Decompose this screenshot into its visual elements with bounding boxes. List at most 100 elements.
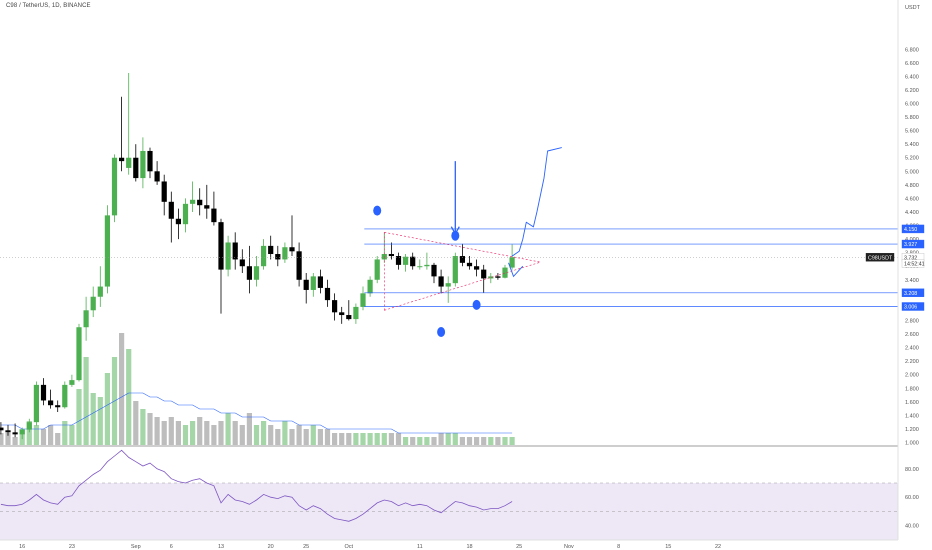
volume-bar	[481, 437, 487, 445]
price-tick-label: 5.000	[905, 169, 919, 175]
price-tick-label: 2.800	[905, 318, 919, 324]
time-tick-label: 13	[218, 544, 224, 550]
price-tag-box	[901, 259, 925, 268]
rsi-line	[0, 449, 513, 522]
candle-body	[97, 286, 103, 297]
volume-bar	[360, 433, 366, 445]
volume-bar	[459, 437, 465, 445]
volume-bar	[303, 429, 309, 445]
rsi-tick-label: 60.00	[905, 495, 919, 501]
volume-ma-line	[0, 392, 513, 434]
volume-bar	[154, 417, 160, 445]
candle-body	[410, 256, 416, 267]
candle-body	[374, 259, 380, 280]
volume-bar	[466, 437, 473, 445]
volume-bar	[168, 417, 174, 445]
volume-bar	[324, 429, 331, 445]
time-tick-label: 22	[715, 544, 721, 550]
volume-bar	[104, 373, 110, 445]
volume-bar	[12, 437, 18, 445]
volume-bar	[296, 425, 302, 445]
rsi-tick-label: 80.00	[905, 467, 919, 473]
marker-dot	[437, 326, 446, 337]
candle-body	[310, 276, 316, 290]
price-tick-label: 2.400	[905, 346, 919, 352]
candle-body	[403, 256, 409, 265]
volume-bar	[204, 421, 210, 445]
volume-bar	[0, 433, 4, 445]
price-tick-label: 2.600	[905, 332, 919, 338]
candle-body	[452, 256, 458, 284]
volume-bar	[33, 425, 39, 445]
price-tick-label: 1.600	[905, 400, 919, 406]
candle-body	[466, 262, 473, 267]
volume-bar	[346, 433, 352, 445]
volume-bar	[261, 421, 267, 445]
volume-bar	[353, 433, 359, 445]
down-arrow-head	[450, 226, 460, 235]
volume-bar	[403, 437, 409, 445]
candle-body	[147, 150, 153, 172]
price-tag-label: C98USDT	[868, 255, 893, 261]
volume-bar	[388, 433, 394, 445]
candle-body	[303, 279, 309, 290]
volume-bar	[395, 433, 402, 445]
time-tick-label: Sep	[131, 544, 141, 550]
volume-bar	[182, 425, 189, 445]
candle-body	[388, 254, 394, 257]
candle-body	[161, 181, 167, 202]
candle-body	[204, 205, 210, 209]
volume-bar	[410, 437, 416, 445]
price-tag-box	[901, 239, 925, 249]
price-tick-label: 5.800	[905, 115, 919, 121]
candle-body	[353, 306, 359, 320]
volume-bar	[48, 425, 54, 445]
time-tick-label: 20	[268, 544, 274, 550]
candle-body	[261, 245, 267, 267]
candle-body	[232, 242, 238, 260]
volume-bar	[317, 429, 323, 445]
volume-bar	[289, 429, 295, 445]
volume-bar	[488, 437, 494, 445]
candle-body	[211, 208, 217, 223]
price-tick-label: 1.800	[905, 386, 919, 392]
time-tick-label: 25	[516, 544, 522, 550]
candle-body	[175, 218, 181, 225]
triangle-lower-edge	[384, 261, 541, 311]
candle-body	[488, 276, 494, 279]
candle-body	[12, 432, 18, 435]
candle-body	[438, 276, 444, 287]
time-tick-label: 8	[617, 544, 620, 550]
candle-body	[332, 300, 338, 313]
volume-bar	[474, 437, 480, 445]
rsi-band-fill	[0, 483, 898, 540]
volume-bar	[26, 421, 32, 445]
price-tick-label: 5.600	[905, 129, 919, 135]
marker-dot	[472, 299, 481, 310]
drawing-annotations[interactable]	[0, 147, 898, 337]
candle-body	[239, 259, 245, 267]
volume-bar	[339, 433, 345, 445]
volume-bar	[211, 425, 217, 445]
volume-bar	[452, 433, 458, 445]
price-tag-label: 14:52:41	[904, 262, 925, 268]
volume-bar	[62, 421, 68, 445]
price-tick-label: 4.800	[905, 183, 919, 189]
volume-bar	[424, 437, 430, 445]
candle-body	[5, 430, 11, 433]
candle-body	[83, 310, 89, 328]
volume-bar	[239, 425, 245, 445]
volume-bar	[190, 421, 196, 445]
candle-body	[48, 400, 54, 406]
candle-body	[317, 276, 323, 288]
candle-body	[168, 201, 174, 219]
volume-bar	[232, 421, 238, 445]
candle-body	[367, 279, 373, 294]
candle-body	[346, 315, 352, 320]
candle-body	[26, 422, 32, 430]
volume-bar	[161, 421, 167, 445]
volume-bar	[246, 413, 252, 445]
volume-bar	[310, 425, 316, 445]
